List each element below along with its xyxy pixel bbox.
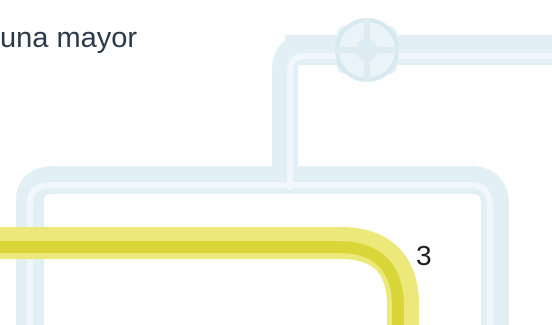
valve-icon bbox=[335, 18, 399, 82]
slide-heading: una mayor bbox=[0, 22, 138, 54]
yellow-pipe bbox=[0, 227, 419, 325]
step-number: 3 bbox=[416, 240, 432, 271]
